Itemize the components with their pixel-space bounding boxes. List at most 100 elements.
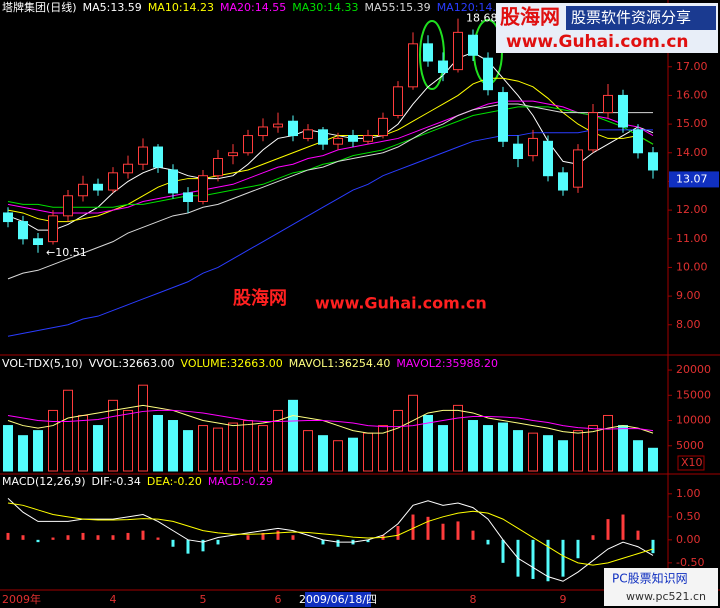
candle-body (558, 172, 568, 191)
macd-line (7, 498, 654, 582)
candle-body (438, 60, 448, 73)
candle-body (108, 172, 118, 191)
ma-line (7, 77, 654, 223)
candle-body (318, 129, 328, 145)
header-label: MAVOL2:35988.20 (396, 357, 498, 370)
volume-bar (93, 425, 103, 472)
x-tick-label: 5 (200, 593, 207, 606)
candle-body (138, 146, 148, 165)
candle-body (258, 126, 268, 137)
y-tick-label: 1.00 (676, 487, 701, 500)
volume-bar (213, 427, 223, 472)
volume-bar (258, 425, 268, 472)
highlight-ring (419, 20, 445, 90)
y-tick-label: 17.00 (676, 60, 708, 73)
header-label: VOLUME:32663.00 (181, 357, 283, 370)
volume-bar (318, 435, 328, 472)
volume-bar (288, 399, 298, 472)
y-tick-label: 9.00 (676, 289, 701, 302)
volume-bar (18, 435, 28, 472)
annotation: 18.68 (466, 12, 498, 25)
candle-body (168, 169, 178, 194)
candle-body (378, 117, 388, 137)
candle-body (153, 146, 163, 168)
y-tick-label: -0.50 (676, 556, 704, 569)
ma-line (7, 100, 654, 214)
candle-body (513, 143, 523, 159)
candle-body (33, 238, 43, 245)
volume-bar (483, 425, 493, 472)
header-label: 塔牌集团(日线) (2, 0, 77, 14)
watermark-name: 股海网 (232, 287, 287, 309)
candle-body (333, 137, 343, 145)
volume-bar (438, 425, 448, 472)
candle-body (618, 94, 628, 128)
footer-box (604, 568, 718, 606)
y-tick-label: 0.00 (676, 533, 701, 546)
header-label: MA120:14.79 (437, 1, 510, 14)
header-label: MA10:14.23 (148, 1, 214, 14)
header-label: VOL-TDX(5,10) (2, 357, 83, 370)
candle-body (48, 215, 58, 243)
x-tick-label: 8 (470, 593, 477, 606)
logo-url: www.Guhai.com.cn (506, 32, 689, 52)
candle-body (603, 94, 613, 114)
x-tick-label: 2009年 (2, 592, 41, 606)
volume-bar (528, 432, 538, 472)
volume-bar (3, 425, 13, 472)
header-label: DIF:-0.34 (92, 475, 141, 488)
volume-bar (633, 440, 643, 472)
volume-bar (648, 447, 658, 472)
x-tick-label: 6 (275, 593, 282, 606)
candle-body (93, 183, 103, 191)
price-tag-label: 13.07 (676, 172, 708, 185)
volume-bar (408, 394, 418, 472)
volume-bar (468, 420, 478, 472)
logo-name: 股海网 (500, 5, 560, 29)
y-tick-label: 8.00 (676, 318, 701, 331)
header-label: MA5:13.59 (83, 1, 142, 14)
macd-line (7, 502, 654, 566)
y-tick-label: 14.00 (676, 146, 708, 159)
candle-body (243, 135, 253, 154)
y-tick-label: 10.00 (676, 260, 708, 273)
candle-body (543, 140, 553, 177)
candle-body (18, 221, 28, 240)
candle-body (78, 183, 88, 197)
y-tick-label: 15000 (676, 388, 711, 401)
candle-body (348, 135, 358, 142)
candle-body (528, 137, 538, 157)
ma-line (7, 51, 654, 231)
header-label: DEA:-0.20 (147, 475, 202, 488)
volume-bar (33, 430, 43, 472)
y-tick-label: 10000 (676, 414, 711, 427)
footer-name: PC股票知识网 (612, 572, 688, 586)
header-label: MACD(12,26,9) (2, 475, 86, 488)
unit-box (677, 455, 705, 471)
volume-bar (588, 425, 598, 472)
candle-body (453, 31, 463, 71)
candle-body (198, 175, 208, 202)
overlay: 股海网 股票软件资源分享 www.Guhai.com.cn 股海网 www.Gu… (232, 3, 718, 606)
volume-bar (243, 420, 253, 472)
volume-bar (423, 414, 433, 472)
candle-body (633, 129, 643, 154)
volume-bar (48, 409, 58, 472)
volume-bar (108, 399, 118, 472)
candle-body (648, 152, 658, 171)
y-tick-label: 20000 (676, 363, 711, 376)
volume-bar (378, 425, 388, 472)
volume-bar (603, 414, 613, 472)
volume-bar (348, 437, 358, 472)
candle-body (63, 195, 73, 217)
volume-bar (393, 409, 403, 472)
x-tick-label: 9 (560, 593, 567, 606)
candle-body (498, 92, 508, 142)
volume-bar (63, 389, 73, 472)
y-tick-label: 15.00 (676, 117, 708, 130)
x-tick-label: 2009/06/18/四 (299, 593, 377, 606)
volume-bar (498, 422, 508, 472)
ma-line (7, 106, 654, 208)
header-label: MA20:14.55 (220, 1, 286, 14)
